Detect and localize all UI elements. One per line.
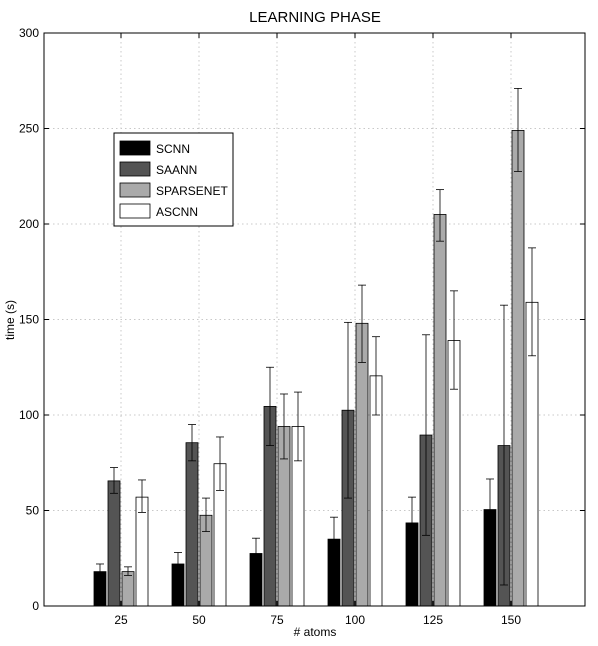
y-tick-label: 100 [19, 408, 39, 422]
bar-saann-25 [107, 480, 121, 607]
legend-swatch-scnn [119, 140, 151, 156]
x-tick-label: 125 [423, 613, 443, 627]
bar-sparsenet-125 [433, 214, 447, 607]
x-axis-title: # atoms [294, 625, 337, 639]
bar-sparsenet-150 [511, 130, 525, 607]
y-tick-label: 150 [19, 313, 39, 327]
chart-title: LEARNING PHASE [249, 9, 381, 26]
bar-sparsenet-25 [121, 571, 135, 607]
bar-sparsenet-100 [355, 322, 369, 607]
legend-label-scnn: SCNN [156, 142, 190, 156]
legend-label-sparsenet: SPARSENET [156, 184, 228, 198]
x-tick-label: 100 [345, 613, 365, 627]
legend-label-ascnn: ASCNN [156, 205, 198, 219]
x-tick-label: 150 [501, 613, 521, 627]
y-axis-title: time (s) [3, 300, 17, 340]
legend-swatch-sparsenet [119, 182, 151, 198]
legend-label-saann: SAANN [156, 163, 197, 177]
error-bars [96, 87, 536, 586]
x-tick-label: 50 [192, 613, 206, 627]
axis-ticks: 0 50 100 150 200 250 300 25 50 75 100 125 150 [19, 26, 585, 627]
y-tick-label: 200 [19, 217, 39, 231]
x-tick-label: 75 [270, 613, 284, 627]
bar-ascnn-25 [135, 496, 149, 607]
legend-swatch-saann [119, 161, 151, 177]
y-tick-label: 0 [32, 599, 39, 613]
y-tick-label: 300 [19, 26, 39, 40]
bar-saann-50 [185, 442, 199, 607]
x-tick-label: 25 [114, 613, 128, 627]
y-tick-label: 250 [19, 122, 39, 136]
legend: SCNN SAANN SPARSENET ASCNN [113, 132, 234, 227]
y-tick-label: 50 [26, 504, 40, 518]
legend-swatch-ascnn [119, 203, 151, 219]
grid-lines [44, 33, 585, 606]
